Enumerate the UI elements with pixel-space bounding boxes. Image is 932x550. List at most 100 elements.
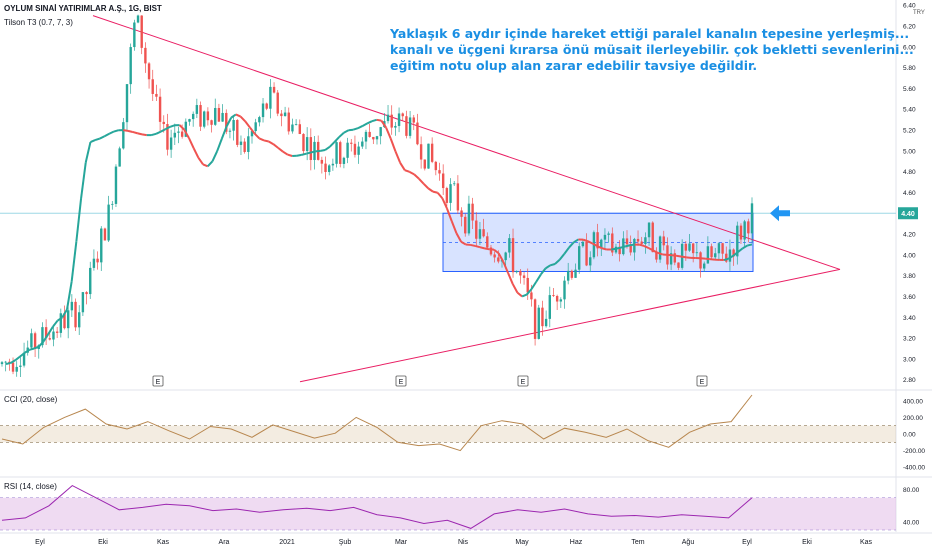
candle-body	[570, 270, 574, 278]
candle-body	[453, 183, 456, 185]
candle-body	[497, 257, 500, 262]
candle-body	[739, 225, 743, 240]
candle-body	[129, 47, 132, 85]
t3-line-segment	[239, 115, 247, 123]
t3-line-segment	[132, 131, 138, 135]
rsi-pane-title: RSI (14, close)	[4, 482, 57, 491]
ascending-trendline	[299, 268, 841, 383]
t3-line-segment	[516, 291, 523, 298]
t3-line-segment	[108, 130, 115, 135]
candle-body	[302, 134, 305, 152]
t3-line-segment	[66, 281, 73, 310]
t3-line-segment	[629, 243, 635, 247]
candle-body	[298, 124, 301, 135]
t3-line-segment	[352, 127, 359, 131]
t3-line-segment	[672, 254, 678, 257]
t3-line-segment	[728, 254, 734, 260]
t3-line-segment	[455, 232, 462, 243]
candle-body	[574, 269, 577, 278]
y-tick-label: 5.20	[903, 128, 916, 135]
t3-line-segment	[160, 128, 166, 133]
candle-body	[158, 96, 162, 122]
candle-body	[625, 238, 629, 245]
annotation-note: Yaklaşık 6 aydır içinde hareket ettiği p…	[390, 26, 914, 74]
t3-line-segment	[366, 120, 373, 125]
annotation-line: kanalı ve üçgeni kırarsa önü müsait iler…	[390, 42, 914, 57]
candle-body	[206, 111, 210, 121]
candle-body	[412, 117, 415, 123]
earnings-marker	[696, 375, 708, 387]
y-tick-label: 4.20	[903, 232, 916, 239]
candle-body	[265, 103, 268, 109]
candle-body	[261, 103, 265, 118]
t3-line-segment	[530, 281, 538, 290]
t3-line-segment	[568, 241, 575, 249]
candle-body	[699, 252, 702, 269]
t3-line-segment	[343, 129, 349, 134]
candle-body	[81, 292, 85, 313]
y-tick-label: 3.00	[903, 356, 916, 363]
candle-body	[607, 233, 610, 235]
candle-body	[456, 183, 460, 211]
t3-line-segment	[70, 241, 78, 282]
t3-line-segment	[385, 127, 392, 139]
candle-body	[155, 93, 158, 97]
t3-line-segment	[418, 177, 425, 185]
candle-body	[390, 114, 393, 128]
candle-body	[239, 141, 243, 145]
x-tick-label: Eki	[98, 539, 108, 546]
candle-body	[394, 125, 397, 128]
y-tick-label: 5.00	[903, 148, 916, 155]
candle-body	[408, 117, 412, 136]
candle-body	[89, 267, 92, 295]
candle-body	[100, 228, 103, 263]
candle-body	[180, 131, 184, 137]
cci-band	[0, 425, 896, 443]
candle-body	[445, 188, 449, 203]
candle-body	[96, 258, 99, 263]
t3-line-segment	[320, 149, 326, 152]
candle-body	[640, 241, 643, 244]
candle-body	[449, 184, 452, 203]
t3-line-segment	[389, 138, 397, 152]
y-tick-label: 4.60	[903, 190, 916, 197]
candle-body	[519, 271, 522, 276]
t3-line-segment	[169, 124, 176, 128]
t3-line-segment	[497, 252, 505, 263]
candle-body	[203, 111, 206, 127]
t3-line-segment	[742, 244, 748, 250]
candle-body	[684, 243, 688, 251]
candle-body	[611, 233, 614, 253]
cci-y-tick-label: 400.00	[903, 398, 923, 405]
t3-line-segment	[474, 244, 481, 249]
t3-line-segment	[75, 198, 83, 242]
t3-line-segment	[540, 267, 547, 276]
t3-line-segment	[587, 240, 593, 245]
earnings-marker	[395, 375, 407, 387]
t3-line-segment	[80, 162, 87, 199]
t3-line-segment	[625, 244, 631, 248]
rsi-y-tick-label: 40.00	[903, 519, 920, 526]
candle-body	[151, 79, 154, 94]
t3-line-segment	[648, 247, 654, 252]
t3-line-segment	[211, 150, 219, 162]
t3-line-segment	[348, 128, 354, 132]
candle-body	[225, 112, 228, 132]
t3-line-segment	[558, 253, 566, 261]
candle-body	[552, 295, 555, 296]
candle-body	[504, 252, 507, 261]
candle-body	[714, 253, 717, 258]
t3-line-segment	[409, 170, 415, 176]
t3-line-segment	[123, 129, 129, 132]
t3-line-segment	[511, 283, 519, 294]
candle-body	[122, 122, 125, 149]
t3-line-segment	[127, 129, 133, 133]
candle-body	[217, 107, 221, 122]
t3-line-segment	[535, 273, 542, 283]
candle-body	[581, 241, 585, 247]
rsi-y-tick-label: 80.00	[903, 487, 920, 494]
t3-line-segment	[502, 261, 509, 274]
t3-line-segment	[643, 245, 650, 250]
candle-body	[471, 203, 474, 221]
